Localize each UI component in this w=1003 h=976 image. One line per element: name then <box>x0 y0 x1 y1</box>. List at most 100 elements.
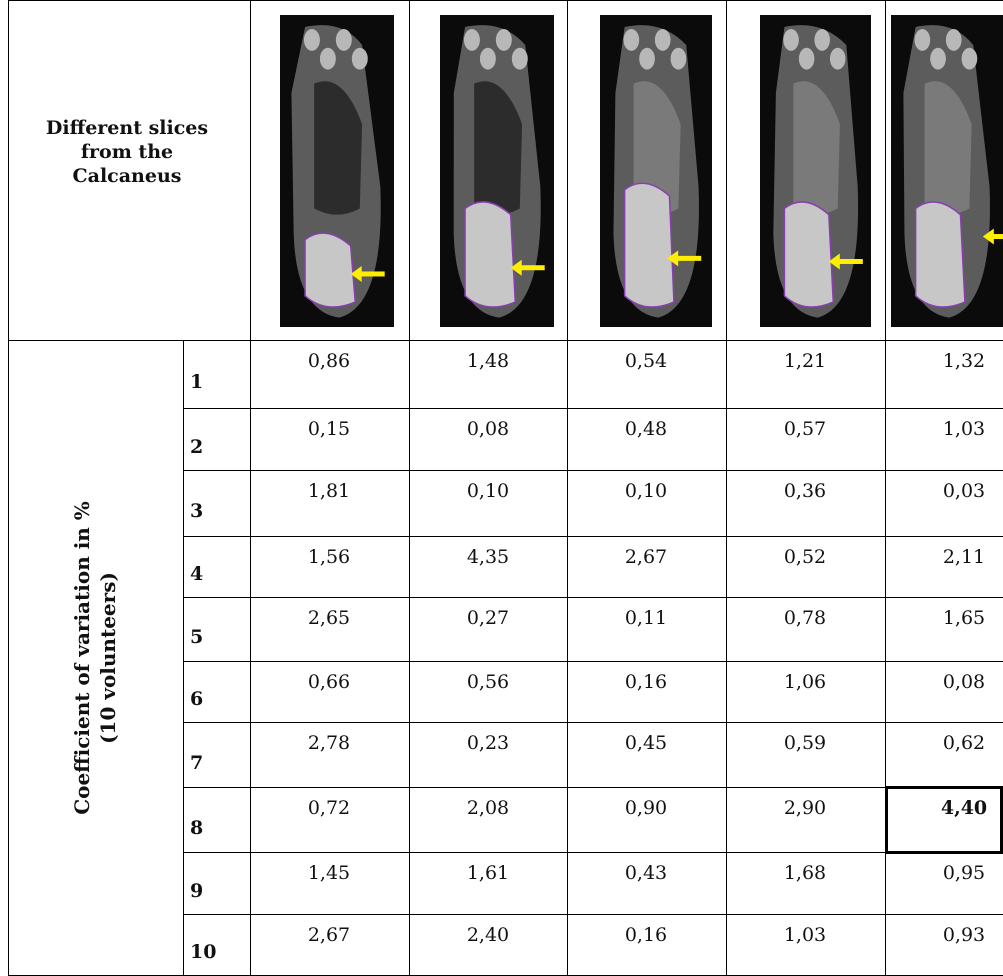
highlight-box <box>885 786 1003 854</box>
row-divider <box>183 470 1003 471</box>
side-label-line-2: (10 volunteers) <box>96 572 120 744</box>
value-cell: 2,08 <box>466 797 510 819</box>
bone-highlight <box>335 29 352 51</box>
bone-highlight <box>351 47 368 70</box>
row-number: 9 <box>190 880 204 902</box>
table-top-border <box>8 0 1003 1</box>
value-cell: 0,23 <box>466 732 510 754</box>
value-cell: 4,35 <box>466 546 510 568</box>
value-cell: 0,95 <box>942 862 986 884</box>
calcaneus-roi-outline <box>783 201 835 308</box>
value-cell: 0,15 <box>307 418 351 440</box>
value-cell: 0,10 <box>624 480 668 502</box>
row-number: 8 <box>190 817 204 839</box>
value-cell: 0,43 <box>624 862 668 884</box>
value-cell: 1,56 <box>307 546 351 568</box>
side-label-text: Coefficient of variation in % (10 volunt… <box>69 501 121 815</box>
row-number: 1 <box>190 371 204 393</box>
value-cell: 0,72 <box>307 797 351 819</box>
foot-mri-image <box>773 25 863 318</box>
yellow-arrow-icon <box>828 253 863 270</box>
calcaneus-roi-outline <box>623 182 675 308</box>
value-cell: 0,08 <box>942 671 986 693</box>
value-cell: 0,56 <box>466 671 510 693</box>
bone-highlight <box>914 29 931 51</box>
slice-4-mri-thumbnail <box>760 15 871 327</box>
slice-2-mri-thumbnail <box>440 15 554 327</box>
value-cell: 2,40 <box>466 924 510 946</box>
value-cell: 1,81 <box>307 480 351 502</box>
bone-highlight <box>623 29 640 51</box>
row-number: 5 <box>190 626 204 648</box>
value-cell: 2,90 <box>783 797 827 819</box>
row-number: 4 <box>190 563 204 585</box>
coefficient-of-variation-label: Coefficient of variation in % (10 volunt… <box>6 341 184 975</box>
bone-highlight <box>511 47 528 70</box>
yellow-arrow-icon <box>350 265 385 282</box>
value-cell: 0,45 <box>624 732 668 754</box>
bone-highlight <box>961 47 978 70</box>
value-cell: 0,03 <box>942 480 986 502</box>
highlighted-value-cell: 4,40 <box>940 797 988 819</box>
bone-highlight <box>670 47 687 70</box>
value-cell: 0,86 <box>307 350 351 372</box>
table-header-label: Different slices from the Calcaneus <box>10 116 244 188</box>
value-cell: 2,65 <box>307 607 351 629</box>
value-cell: 0,48 <box>624 418 668 440</box>
value-cell: 1,45 <box>307 862 351 884</box>
bone-highlight <box>783 29 799 51</box>
value-cell: 1,32 <box>942 350 986 372</box>
row-number: 2 <box>190 436 204 458</box>
value-cell: 0,93 <box>942 924 986 946</box>
bone-highlight <box>798 47 815 70</box>
value-cell: 2,78 <box>307 732 351 754</box>
row-number: 7 <box>190 752 204 774</box>
row-divider <box>183 787 1003 788</box>
row-number: 3 <box>190 500 204 522</box>
value-cell: 2,67 <box>307 924 351 946</box>
side-label-line-1: Coefficient of variation in % <box>70 501 94 815</box>
value-cell: 0,59 <box>783 732 827 754</box>
value-cell: 0,66 <box>307 671 351 693</box>
foot-inner-tissue <box>793 81 840 215</box>
column-divider <box>250 0 251 976</box>
value-cell: 1,48 <box>466 350 510 372</box>
row-divider <box>183 914 1003 915</box>
foot-mri-image <box>453 25 545 318</box>
value-cell: 1,61 <box>466 862 510 884</box>
header-line-1: Different slices <box>45 117 209 139</box>
value-cell: 2,11 <box>942 546 986 568</box>
calcaneus-roi-outline <box>464 201 517 308</box>
slice-5-mri-thumbnail <box>891 15 1003 327</box>
value-cell: 1,21 <box>783 350 827 372</box>
foot-mri-image <box>903 25 1003 318</box>
bone-highlight <box>654 29 671 51</box>
row-divider <box>183 536 1003 537</box>
value-cell: 0,27 <box>466 607 510 629</box>
bone-highlight <box>479 47 496 70</box>
foot-inner-tissue <box>474 81 523 215</box>
value-cell: 0,78 <box>783 607 827 629</box>
column-divider <box>567 0 568 976</box>
yellow-arrow-icon <box>982 228 1003 245</box>
column-divider <box>726 0 727 976</box>
value-cell: 1,03 <box>783 924 827 946</box>
row-divider <box>183 408 1003 409</box>
bone-highlight <box>463 29 480 51</box>
row-number: 6 <box>190 688 204 710</box>
bone-highlight <box>829 47 846 70</box>
yellow-arrow-icon <box>510 259 545 276</box>
calcaneus-roi-outline <box>304 232 357 308</box>
value-cell: 0,36 <box>783 480 827 502</box>
value-cell: 0,54 <box>624 350 668 372</box>
foot-mri-image <box>613 25 702 318</box>
bone-highlight <box>945 29 962 51</box>
value-cell: 1,03 <box>942 418 986 440</box>
bone-highlight <box>639 47 655 70</box>
foot-inner-tissue <box>314 81 363 215</box>
foot-inner-tissue <box>924 81 972 215</box>
slice-3-mri-thumbnail <box>600 15 712 327</box>
column-divider <box>885 0 886 976</box>
value-cell: 1,65 <box>942 607 986 629</box>
table-left-border <box>8 0 9 976</box>
